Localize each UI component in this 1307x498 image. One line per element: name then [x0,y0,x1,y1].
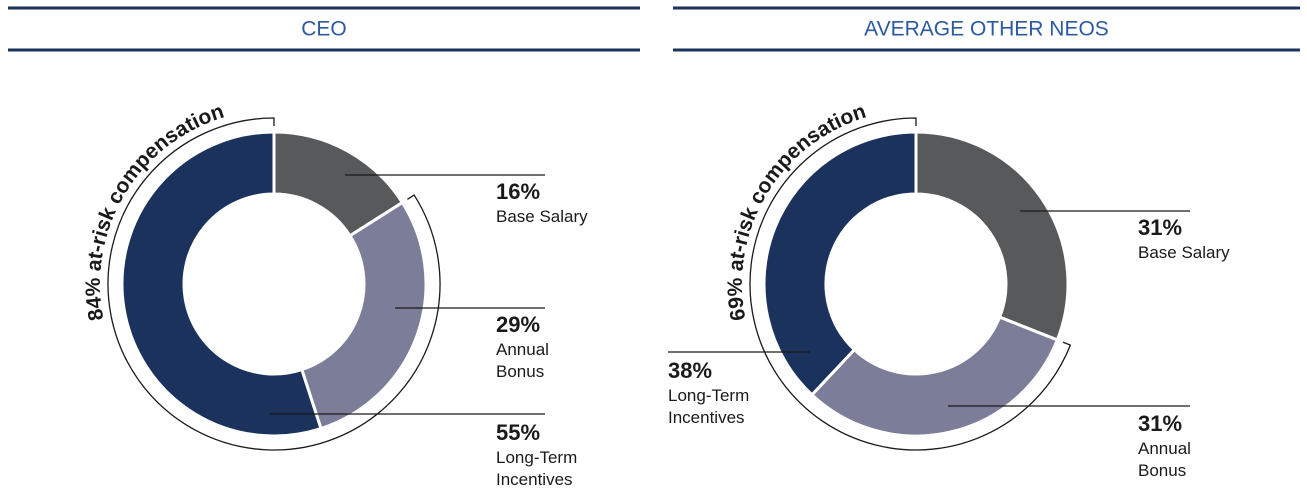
bracket [749,117,1072,451]
category-label: Annual Bonus [496,340,549,381]
donut-segment [809,315,1060,438]
value-label: 31% [1138,215,1183,240]
value-label: 31% [1138,411,1183,436]
value-label: 55% [496,420,541,445]
category-label: Base Salary [1138,243,1230,262]
bracket [107,117,441,451]
donut-segment [120,130,323,438]
panel-title: AVERAGE OTHER NEOS [864,18,1109,41]
category-label: Long-Term Incentives [668,386,750,427]
panel-title: CEO [301,18,347,41]
donut-segment [299,200,428,431]
donut-segment [914,130,1070,342]
category-label: Annual Bonus [1138,439,1191,480]
donut-segment [762,130,918,397]
category-label: Base Salary [496,207,588,226]
value-label: 38% [668,358,713,383]
value-label: 29% [496,312,541,337]
category-label: Long-Term Incentives [496,448,578,489]
value-label: 16% [496,179,541,204]
